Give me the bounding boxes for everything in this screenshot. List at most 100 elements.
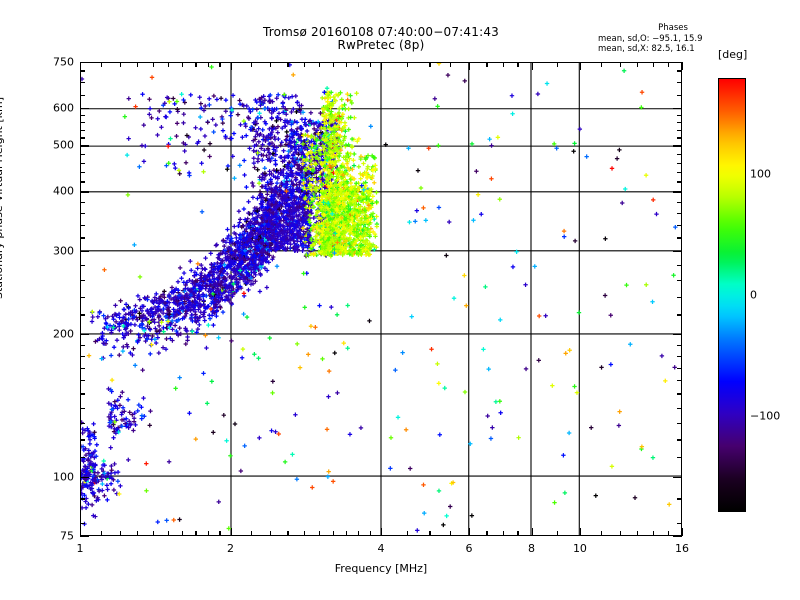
x-axis-tick [486, 531, 488, 536]
x-axis-tick [682, 62, 684, 70]
y-tick-label-3: 300 [53, 244, 74, 258]
x-tick-label-3: 6 [465, 542, 473, 555]
y-axis-tick [677, 457, 682, 459]
x-tick-label-2: 4 [377, 542, 385, 555]
x-axis-tick [406, 531, 408, 536]
y-axis-tick [80, 213, 85, 215]
x-axis-tick [207, 62, 209, 67]
y-axis-tick [80, 280, 85, 282]
x-axis-tick [153, 62, 155, 67]
x-axis-tick [168, 62, 170, 67]
y-axis-tick [80, 171, 85, 174]
x-axis-tick [600, 62, 602, 67]
x-axis-tick [100, 62, 102, 67]
phase-stats-heading: Phases [658, 23, 688, 33]
x-axis-tick [251, 62, 253, 67]
x-axis-tick [406, 62, 408, 67]
y-axis-tick [677, 498, 682, 500]
y-axis-tick [80, 107, 89, 110]
y-axis-tick [673, 62, 682, 64]
x-axis-tick [182, 531, 184, 536]
y-axis-tick [677, 171, 682, 174]
y-axis-tick [677, 162, 682, 164]
x-axis-tick [619, 62, 621, 67]
y-axis-tick [80, 82, 85, 84]
y-axis-tick [677, 237, 682, 239]
colorbar-gradient [718, 78, 746, 512]
x-axis-tick [287, 531, 289, 536]
x-axis-tick [168, 531, 170, 536]
x-tick-label-1: 2 [227, 542, 234, 555]
y-axis-tick [673, 536, 682, 538]
x-axis-tick [136, 531, 139, 536]
y-axis-tick [677, 122, 682, 124]
figure-subtitle: RwPretec (8p) [337, 38, 425, 52]
y-axis-tick [677, 439, 682, 441]
y-axis-tick [80, 344, 85, 346]
y-axis-tick [80, 122, 85, 124]
y-axis-tick [80, 355, 85, 358]
y-axis-tick [677, 82, 682, 84]
y-axis-tick [80, 296, 85, 298]
x-axis-tick [318, 531, 320, 536]
y-axis-tick [673, 476, 682, 479]
x-axis-tick [195, 62, 197, 67]
y-axis-tick [673, 107, 682, 110]
x-axis-tick [80, 528, 82, 536]
scatter-data-layer [81, 63, 678, 533]
x-axis-tick [450, 62, 452, 67]
y-axis-tick [80, 224, 85, 227]
x-axis-tick [369, 531, 372, 536]
y-axis-tick [80, 237, 85, 239]
x-axis-tick [381, 528, 383, 536]
x-axis-tick [502, 531, 504, 536]
y-tick-label-4: 400 [53, 184, 74, 198]
y-axis-tick [677, 114, 682, 117]
y-tick-label-2: 200 [53, 327, 74, 341]
y-axis-tick [677, 137, 682, 139]
x-axis-tick [251, 531, 253, 536]
y-axis-tick [80, 367, 85, 369]
y-axis-tick [80, 522, 85, 524]
y-axis-tick [677, 407, 682, 409]
x-axis-tick [182, 62, 184, 67]
y-axis-tick [673, 334, 682, 336]
x-axis-tick [502, 62, 504, 67]
x-axis-tick [667, 531, 670, 536]
x-axis-tick [557, 531, 559, 536]
y-axis-tick [80, 250, 89, 252]
x-axis-tick [450, 531, 452, 536]
x-axis-tick [531, 62, 533, 70]
x-axis-tick [195, 531, 197, 536]
y-axis-tick [677, 213, 682, 215]
y-axis-tick [673, 145, 682, 147]
x-axis-tick [332, 62, 334, 67]
plot-area [80, 62, 682, 536]
y-axis-tick [677, 344, 682, 346]
y-axis-tick [677, 280, 682, 282]
y-axis-tick [677, 422, 682, 425]
y-axis-tick [80, 334, 89, 336]
figure-title-block: Tromsø 20160108 07:40:00−07:41:43 RwPret… [80, 26, 682, 52]
colorbar-tick-2: −100 [750, 409, 781, 423]
x-axis-tick [369, 62, 372, 67]
y-axis-tick [677, 264, 682, 267]
y-axis-tick [677, 380, 682, 382]
x-axis-tick [303, 531, 305, 536]
y-tick-label-1: 100 [53, 470, 74, 484]
x-axis-tick [318, 62, 320, 67]
y-axis-tick [677, 367, 682, 369]
x-axis-tick [270, 62, 272, 67]
y-tick-label-7: 750 [53, 55, 74, 69]
y-axis-title: Stationary phase Virtual Height [km] [0, 96, 5, 299]
y-axis-tick [677, 314, 682, 316]
x-axis-tick [119, 62, 121, 67]
y-axis-tick [80, 145, 89, 147]
y-axis-tick [80, 129, 85, 131]
colorbar-tick-0: 100 [750, 167, 771, 181]
x-axis-tick [469, 528, 471, 536]
x-axis-tick [219, 62, 221, 67]
y-axis-tick [677, 94, 682, 96]
x-axis-tick [100, 531, 102, 536]
y-axis-tick [677, 129, 682, 131]
